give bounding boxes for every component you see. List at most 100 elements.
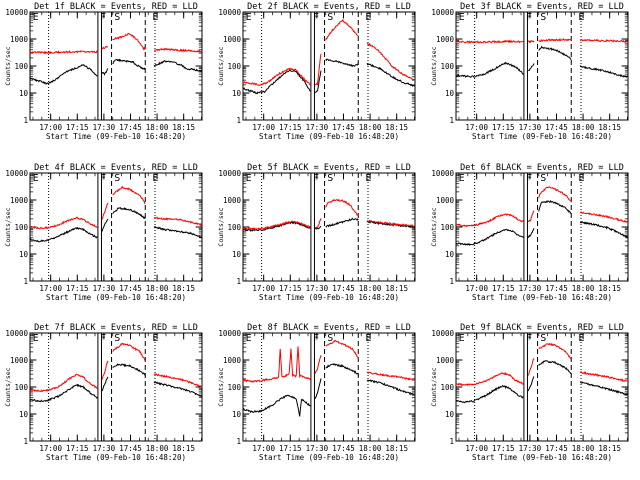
- y-tick-label: 1: [449, 116, 454, 125]
- x-tick-label: 17:45: [332, 284, 355, 293]
- x-tick-label: 18:00: [359, 284, 382, 293]
- lld-series-line: [538, 37, 572, 42]
- x-tick-label: 18:00: [572, 284, 595, 293]
- x-tick-label: 18:15: [598, 284, 621, 293]
- x-axis-label: Start Time (09-Feb-10 16:48:20): [46, 132, 186, 141]
- y-tick-label: 1000: [10, 196, 29, 205]
- marker-label: S: [327, 333, 333, 344]
- y-tick-label: 10000: [5, 169, 28, 178]
- marker-label: E: [33, 12, 39, 23]
- x-tick-label: 18:00: [359, 444, 382, 453]
- y-tick-label: 1: [236, 277, 241, 286]
- marker-label: E: [246, 12, 252, 23]
- panel-title: Det 3f BLACK = Events, RED = LLD: [460, 2, 624, 12]
- y-tick-label: 10: [19, 410, 29, 419]
- lld-series-line: [538, 342, 572, 360]
- x-tick-label: 17:15: [279, 444, 302, 453]
- x-tick-label: 17:45: [332, 123, 355, 132]
- series-group: [456, 37, 628, 79]
- y-axis-label: Counts/sec: [4, 367, 12, 406]
- events-series-line: [101, 218, 109, 232]
- marker-label: F: [313, 12, 319, 23]
- x-tick-label: 17:30: [306, 123, 329, 132]
- lld-series-line: [30, 49, 98, 55]
- panel-title: Det 4f BLACK = Events, RED = LLD: [34, 163, 198, 173]
- marker-label: E: [365, 12, 371, 23]
- y-tick-label: 1000: [223, 356, 242, 365]
- lld-series-line: [456, 371, 524, 387]
- marker-label: F: [526, 173, 532, 184]
- y-tick-label: 10000: [218, 169, 241, 178]
- y-tick-label: 1000: [223, 35, 242, 44]
- events-series-line: [538, 360, 572, 375]
- x-tick-label: 17:45: [545, 444, 568, 453]
- x-tick-label: 18:00: [146, 123, 169, 132]
- y-tick-label: 10: [445, 410, 455, 419]
- marker-label: S: [114, 333, 120, 344]
- x-tick-label: 18:00: [572, 444, 595, 453]
- y-tick-label: 1000: [436, 35, 455, 44]
- marker-label: S: [540, 333, 546, 344]
- y-tick-label: 10000: [218, 329, 241, 338]
- plot-frame: [29, 11, 203, 121]
- y-tick-label: 10000: [218, 8, 241, 17]
- events-series-line: [30, 226, 98, 243]
- marker-label: E: [246, 333, 252, 344]
- y-tick-label: 10: [232, 89, 242, 98]
- x-axis-label: Start Time (09-Feb-10 16:48:20): [259, 132, 399, 141]
- x-tick-label: 18:15: [172, 444, 195, 453]
- lld-series-line: [579, 38, 628, 44]
- lld-series-line: [538, 186, 572, 203]
- marker-label: F: [100, 333, 106, 344]
- events-series-line: [456, 228, 524, 247]
- x-tick-label: 17:45: [119, 123, 142, 132]
- marker-label: E: [578, 12, 584, 23]
- x-tick-label: 17:45: [332, 444, 355, 453]
- events-series-line: [314, 378, 322, 399]
- events-series-line: [325, 58, 359, 67]
- marker-label: E: [33, 333, 39, 344]
- panel-title: Det 9f BLACK = Events, RED = LLD: [460, 323, 624, 333]
- x-tick-label: 17:15: [492, 284, 515, 293]
- plot-frame: [29, 172, 203, 282]
- y-axis-label: Counts/sec: [4, 46, 12, 85]
- panel-title: Det 1f BLACK = Events, RED = LLD: [34, 2, 198, 12]
- y-axis-label: Counts/sec: [217, 207, 225, 246]
- marker-label: F: [100, 173, 106, 184]
- x-tick-label: 17:00: [465, 444, 488, 453]
- marker-label: F: [526, 12, 532, 23]
- marker-label: S: [114, 12, 120, 23]
- x-tick-label: 18:15: [598, 123, 621, 132]
- x-tick-label: 17:30: [306, 444, 329, 453]
- lld-series-line: [30, 373, 98, 393]
- lld-series-line: [101, 45, 109, 50]
- lld-series-line: [154, 47, 202, 53]
- marker-label: F: [313, 173, 319, 184]
- y-axis-label: Counts/sec: [430, 367, 438, 406]
- marker-label: E: [578, 173, 584, 184]
- y-axis-label: Counts/sec: [217, 46, 225, 85]
- x-tick-label: 18:00: [359, 123, 382, 132]
- marker-label: E: [459, 333, 465, 344]
- panel-title: Det 8f BLACK = Events, RED = LLD: [247, 323, 411, 333]
- events-series-line: [112, 363, 146, 376]
- x-tick-label: 17:00: [252, 444, 275, 453]
- x-tick-label: 18:00: [146, 284, 169, 293]
- x-tick-label: 18:00: [146, 444, 169, 453]
- marker-label: S: [327, 173, 333, 184]
- x-tick-label: 17:45: [119, 444, 142, 453]
- events-series-line: [112, 207, 146, 220]
- marker-label: E: [459, 12, 465, 23]
- x-tick-label: 17:45: [545, 123, 568, 132]
- panel-det-8f: Det 8f BLACK = Events, RED = LLD 1 10 100 10…: [217, 323, 416, 462]
- lld-series-line: [112, 185, 146, 205]
- series-group: [243, 339, 415, 417]
- x-tick-label: 18:15: [172, 123, 195, 132]
- marker-label: S: [540, 173, 546, 184]
- lld-series-line: [527, 358, 535, 376]
- y-tick-label: 1: [23, 437, 28, 446]
- events-series-line: [325, 363, 359, 375]
- y-tick-label: 10000: [431, 8, 454, 17]
- events-series-line: [527, 63, 535, 72]
